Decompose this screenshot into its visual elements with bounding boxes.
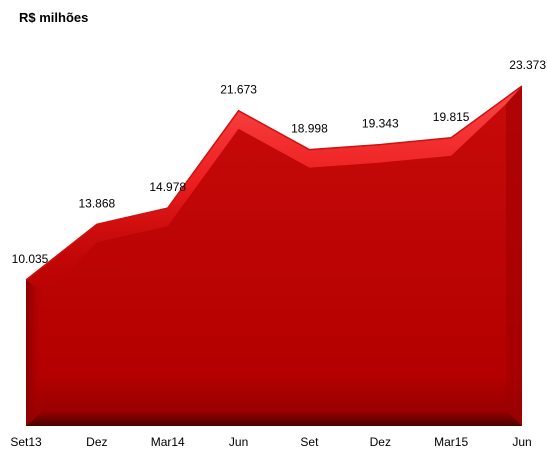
x-tick-label: Set13	[10, 435, 42, 449]
data-label: 18.998	[291, 122, 328, 136]
data-label: 14.978	[149, 180, 186, 194]
x-tick-label: Dez	[86, 435, 107, 449]
data-label: 21.673	[220, 83, 257, 97]
x-tick-label: Mar14	[151, 435, 185, 449]
area-right-bevel	[506, 86, 522, 426]
x-tick-label: Set	[300, 435, 319, 449]
unit-label: R$ milhões	[19, 10, 89, 25]
x-axis-ticks: Set13 Dez Mar14 Jun Set Dez Mar15 Jun	[10, 435, 531, 449]
x-tick-label: Dez	[370, 435, 391, 449]
area-left-bevel	[26, 280, 44, 426]
x-tick-label: Mar15	[434, 435, 468, 449]
data-labels: 10.035 13.868 14.978 21.673 18.998 19.343 19.8…	[12, 58, 547, 266]
area-bottom-bevel	[26, 410, 522, 426]
data-label: 19.343	[362, 117, 399, 131]
area-layer	[25, 85, 523, 426]
area-top-edge	[25, 85, 523, 281]
data-label: 19.815	[433, 110, 470, 124]
data-label: 23.373	[509, 58, 546, 72]
area-fill	[26, 86, 522, 426]
data-label: 10.035	[12, 252, 49, 266]
x-tick-label: Jun	[512, 435, 531, 449]
x-tick-label: Jun	[229, 435, 248, 449]
data-label: 13.868	[79, 196, 116, 210]
